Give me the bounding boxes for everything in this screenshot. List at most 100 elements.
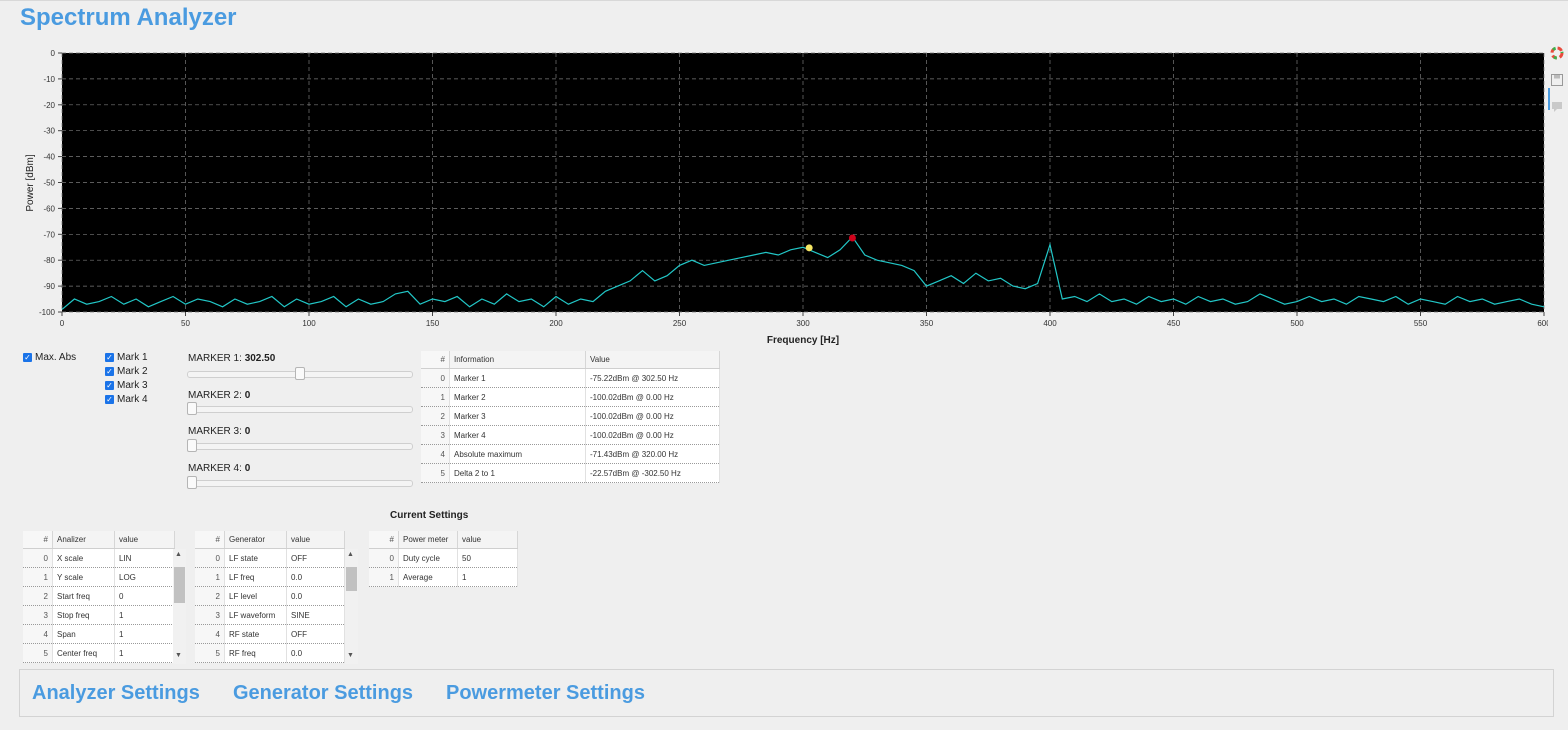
save-icon[interactable] [1550,73,1564,87]
scroll-down-icon[interactable]: ▼ [347,652,354,659]
table-row[interactable]: 5 Delta 2 to 1 -22.57dBm @ -302.50 Hz [421,464,720,483]
column-header[interactable]: Value [586,351,720,369]
table-row[interactable]: 4 Span 1 [23,625,175,644]
column-header[interactable]: # [369,531,399,549]
scroll-up-icon[interactable]: ▲ [175,551,182,558]
y-tick-label: -100 [39,308,56,317]
checkbox-label: Mark 3 [117,380,148,391]
y-axis-label: Power [dBm] [25,154,36,211]
y-tick-label: -80 [43,256,55,265]
column-header[interactable]: # [421,351,450,369]
x-tick-label: 550 [1414,319,1428,328]
setting-value: SINE [287,606,345,625]
marker-3-slider-handle[interactable] [187,439,197,452]
table-row[interactable]: 1 Average 1 [369,568,518,587]
table-row[interactable]: 3 LF waveform SINE [195,606,345,625]
mark-2-checkbox[interactable]: ✓ Mark 2 [105,366,148,377]
row-index: 0 [195,549,225,568]
x-tick-label: 350 [920,319,934,328]
marker-4-label: MARKER 4: 0 [188,463,250,474]
column-header[interactable]: value [115,531,175,549]
scrollbar-thumb[interactable] [346,567,357,591]
comment-icon[interactable] [1550,100,1564,114]
table-row[interactable]: 0 LF state OFF [195,549,345,568]
column-header[interactable]: Generator [225,531,287,549]
setting-value: 1 [115,644,175,663]
marker-1-point[interactable] [806,244,813,251]
setting-name: RF freq [225,644,287,663]
slider-label-text: MARKER 4: [188,463,245,474]
table-row[interactable]: 2 Marker 3 -100.02dBm @ 0.00 Hz [421,407,720,426]
column-header[interactable]: Analizer [53,531,115,549]
table-row[interactable]: 3 Stop freq 1 [23,606,175,625]
analyzer-table-scrollbar[interactable]: ▲ ▼ [173,549,186,664]
y-tick-label: -30 [43,127,55,136]
row-index: 1 [369,568,399,587]
marker-4-slider-handle[interactable] [187,476,197,489]
column-header[interactable]: value [458,531,518,549]
marker-2-slider-handle[interactable] [187,402,197,415]
table-row[interactable]: 3 Marker 4 -100.02dBm @ 0.00 Hz [421,426,720,445]
row-index: 5 [23,644,53,663]
table-row[interactable]: 0 Marker 1 -75.22dBm @ 302.50 Hz [421,369,720,388]
generator-settings-link[interactable]: Generator Settings [233,682,413,705]
mark-1-checkbox[interactable]: ✓ Mark 1 [105,352,148,363]
row-index: 5 [421,464,450,483]
scroll-down-icon[interactable]: ▼ [175,652,182,659]
y-tick-label: -90 [43,282,55,291]
table-row[interactable]: 4 RF state OFF [195,625,345,644]
scroll-up-icon[interactable]: ▲ [347,551,354,558]
column-header[interactable]: # [23,531,53,549]
setting-name: RF state [225,625,287,644]
slider-label-text: MARKER 1: [188,353,245,364]
analyzer-settings-link[interactable]: Analyzer Settings [32,682,200,705]
absolute-max-point[interactable] [849,235,856,242]
y-tick-label: -10 [43,75,55,84]
setting-value: OFF [287,549,345,568]
checkbox-label: Mark 2 [117,366,148,377]
table-row[interactable]: 5 Center freq 1 [23,644,175,663]
y-tick-label: -50 [43,179,55,188]
table-row[interactable]: 1 Marker 2 -100.02dBm @ 0.00 Hz [421,388,720,407]
table-row[interactable]: 0 Duty cycle 50 [369,549,518,568]
column-header[interactable]: value [287,531,345,549]
spectrum-chart[interactable]: 0 -10 -20 -30 -40 -50 -60 -70 -80 -90 -100 0 50 100 1… [20,44,1548,348]
setting-value: 0 [115,587,175,606]
info-name: Marker 1 [450,369,586,388]
marker-1-slider-handle[interactable] [295,367,305,380]
column-header[interactable]: Power meter [399,531,458,549]
color-wheel-icon[interactable] [1550,46,1564,60]
x-tick-label: 300 [796,319,810,328]
info-name: Marker 2 [450,388,586,407]
scrollbar-thumb[interactable] [174,567,185,603]
generator-table-scrollbar[interactable]: ▲ ▼ [345,549,358,664]
table-row[interactable]: 4 Absolute maximum -71.43dBm @ 320.00 Hz [421,445,720,464]
column-header[interactable]: Information [450,351,586,369]
table-row[interactable]: 2 Start freq 0 [23,587,175,606]
info-name: Marker 3 [450,407,586,426]
table-row[interactable]: 2 LF level 0.0 [195,587,345,606]
setting-value: 1 [115,606,175,625]
mark-3-checkbox[interactable]: ✓ Mark 3 [105,380,148,391]
marker-3-slider-track[interactable] [187,443,413,450]
max-abs-checkbox[interactable]: ✓ Max. Abs [23,352,76,363]
row-index: 4 [421,445,450,464]
setting-name: LF state [225,549,287,568]
setting-name: X scale [53,549,115,568]
slider-label-text: MARKER 2: [188,390,245,401]
toolbar-active-indicator [1548,88,1550,110]
checkbox-label: Mark 4 [117,394,148,405]
table-row[interactable]: 5 RF freq 0.0 [195,644,345,663]
marker-2-slider-track[interactable] [187,406,413,413]
x-tick-label: 100 [302,319,316,328]
column-header[interactable]: # [195,531,225,549]
y-tick-label: -60 [43,204,55,213]
powermeter-settings-link[interactable]: Powermeter Settings [446,682,645,705]
info-value: -100.02dBm @ 0.00 Hz [586,426,720,445]
table-row[interactable]: 1 LF freq 0.0 [195,568,345,587]
setting-name: Y scale [53,568,115,587]
marker-4-slider-track[interactable] [187,480,413,487]
mark-4-checkbox[interactable]: ✓ Mark 4 [105,394,148,405]
